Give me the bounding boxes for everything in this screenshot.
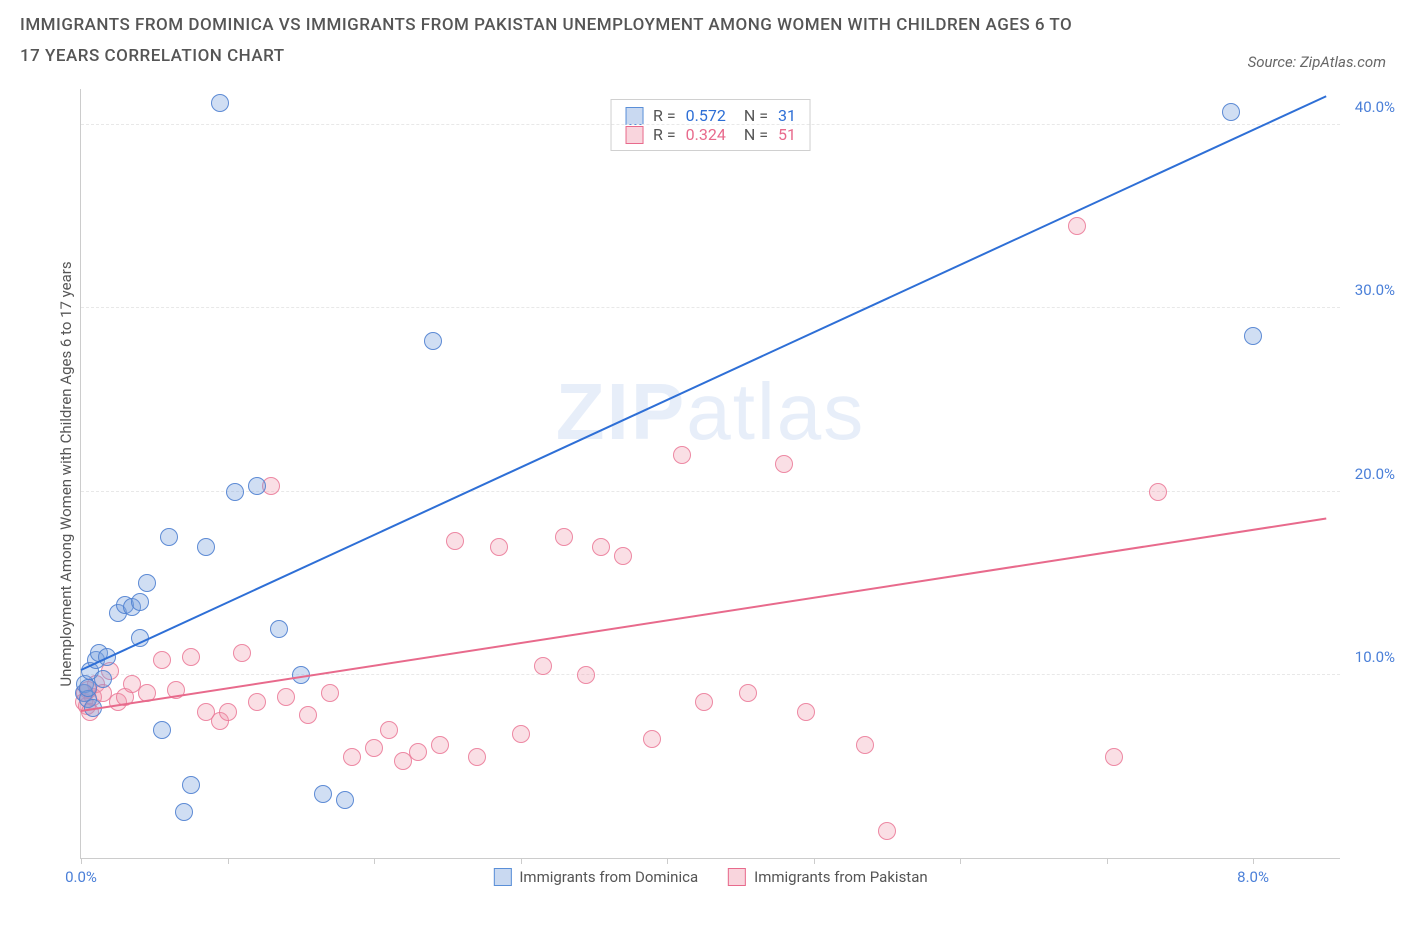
data-point — [446, 532, 464, 550]
data-point — [321, 684, 339, 702]
data-point — [182, 648, 200, 666]
legend-item-blue: Immigrants from Dominica — [493, 868, 698, 886]
y-tick-label: 20.0% — [1355, 465, 1395, 483]
header: IMMIGRANTS FROM DOMINICA VS IMMIGRANTS F… — [20, 10, 1386, 71]
x-tick-mark — [521, 858, 522, 864]
data-point — [94, 670, 112, 688]
chart-title: IMMIGRANTS FROM DOMINICA VS IMMIGRANTS F… — [20, 10, 1080, 71]
data-point — [878, 822, 896, 840]
data-point — [248, 477, 266, 495]
data-point — [314, 785, 332, 803]
data-point — [1068, 217, 1086, 235]
y-tick-label: 10.0% — [1355, 648, 1395, 666]
gridline — [81, 307, 1340, 308]
x-tick-mark — [1107, 858, 1108, 864]
x-tick-mark — [81, 858, 82, 864]
data-point — [248, 693, 266, 711]
y-tick-label: 30.0% — [1355, 281, 1395, 299]
x-tick-mark — [960, 858, 961, 864]
data-point — [138, 574, 156, 592]
stat-row-blue: R = 0.572 N = 31 — [625, 106, 796, 125]
data-point — [775, 455, 793, 473]
stat-n-label: N = — [744, 106, 768, 125]
gridline — [81, 124, 1340, 125]
data-point — [270, 620, 288, 638]
data-point — [424, 332, 442, 350]
x-tick-mark — [228, 858, 229, 864]
x-tick-label: 0.0% — [65, 868, 97, 886]
data-point — [219, 703, 237, 721]
stat-n-value: 51 — [778, 125, 796, 144]
stat-r-value: 0.572 — [686, 106, 726, 125]
data-point — [365, 739, 383, 757]
x-tick-mark — [667, 858, 668, 864]
data-point — [182, 776, 200, 794]
chart-container: Unemployment Among Women with Children A… — [20, 79, 1380, 909]
data-point — [336, 791, 354, 809]
data-point — [614, 547, 632, 565]
data-point — [277, 688, 295, 706]
data-point — [643, 730, 661, 748]
data-point — [233, 644, 251, 662]
x-tick-mark — [374, 858, 375, 864]
data-point — [1149, 483, 1167, 501]
legend-label: Immigrants from Dominica — [519, 868, 698, 886]
data-point — [490, 538, 508, 556]
data-point — [431, 736, 449, 754]
stat-legend-box: R = 0.572 N = 31 R = 0.324 N = 51 — [610, 99, 811, 151]
legend-label: Immigrants from Pakistan — [754, 868, 928, 886]
y-axis-label: Unemployment Among Women with Children A… — [57, 261, 75, 686]
data-point — [468, 748, 486, 766]
data-point — [577, 666, 595, 684]
data-point — [409, 743, 427, 761]
data-point — [380, 721, 398, 739]
stat-r-label: R = — [653, 125, 676, 144]
data-point — [534, 657, 552, 675]
trend-line — [81, 518, 1327, 712]
y-tick-label: 40.0% — [1355, 98, 1395, 116]
data-point — [343, 748, 361, 766]
swatch-icon — [493, 868, 511, 886]
swatch-icon — [728, 868, 746, 886]
stat-r-value: 0.324 — [686, 125, 726, 144]
trend-line — [81, 95, 1327, 671]
data-point — [197, 538, 215, 556]
data-point — [160, 528, 178, 546]
stat-row-pink: R = 0.324 N = 51 — [625, 125, 796, 144]
data-point — [695, 693, 713, 711]
swatch-icon — [625, 107, 643, 125]
data-point — [211, 94, 229, 112]
series-legend: Immigrants from Dominica Immigrants from… — [493, 868, 927, 886]
data-point — [739, 684, 757, 702]
plot-area: Unemployment Among Women with Children A… — [80, 89, 1340, 859]
data-point — [1222, 103, 1240, 121]
source-label: Source: ZipAtlas.com — [1248, 53, 1386, 71]
stat-r-label: R = — [653, 106, 676, 125]
data-point — [856, 736, 874, 754]
data-point — [797, 703, 815, 721]
x-tick-label: 8.0% — [1237, 868, 1269, 886]
data-point — [592, 538, 610, 556]
data-point — [512, 725, 530, 743]
data-point — [226, 483, 244, 501]
stat-n-label: N = — [744, 125, 768, 144]
gridline — [81, 674, 1340, 675]
x-tick-mark — [814, 858, 815, 864]
data-point — [153, 651, 171, 669]
stat-n-value: 31 — [778, 106, 796, 125]
data-point — [555, 528, 573, 546]
data-point — [1105, 748, 1123, 766]
data-point — [299, 706, 317, 724]
swatch-icon — [625, 126, 643, 144]
data-point — [175, 803, 193, 821]
data-point — [673, 446, 691, 464]
data-point — [131, 593, 149, 611]
legend-item-pink: Immigrants from Pakistan — [728, 868, 928, 886]
data-point — [1244, 327, 1262, 345]
data-point — [153, 721, 171, 739]
x-tick-mark — [1253, 858, 1254, 864]
